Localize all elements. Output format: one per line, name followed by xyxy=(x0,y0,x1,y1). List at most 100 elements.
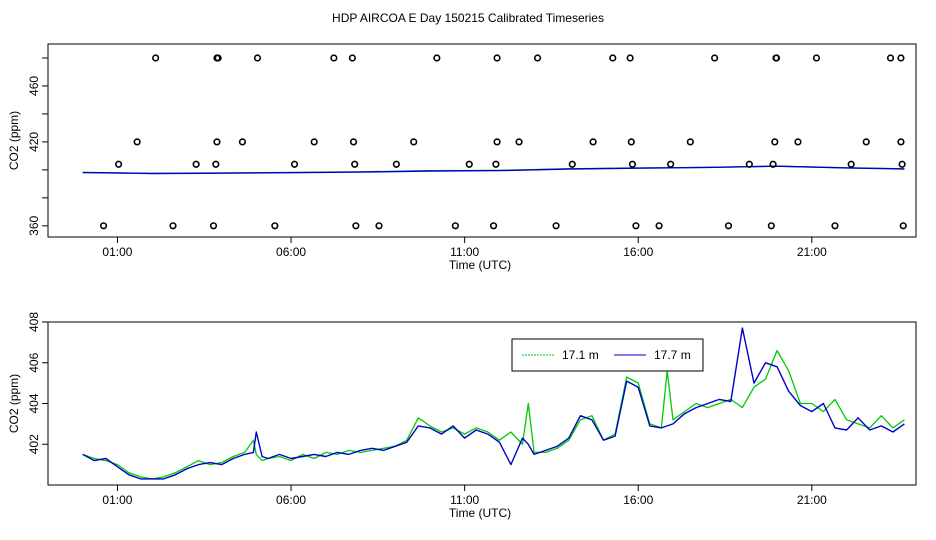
lower-x-axis: 01:00 06:00 11:00 16:00 21:00 xyxy=(102,485,827,507)
upper-x-axis: 01:00 06:00 11:00 16:00 21:00 xyxy=(102,237,827,259)
data-point xyxy=(771,138,779,146)
lower-series-group xyxy=(82,327,905,480)
data-point xyxy=(812,54,821,62)
data-point xyxy=(214,54,222,62)
x-tick-label: 21:00 xyxy=(797,245,827,259)
data-point xyxy=(898,160,906,168)
y-tick-label: 406 xyxy=(27,352,41,372)
data-point xyxy=(169,222,177,230)
data-point xyxy=(392,160,400,168)
data-point xyxy=(253,54,262,62)
data-point xyxy=(271,222,279,230)
data-point xyxy=(724,222,733,230)
data-point xyxy=(152,54,160,62)
data-point xyxy=(114,160,123,168)
series-line-17-1-m xyxy=(82,349,905,480)
data-point xyxy=(667,160,675,168)
data-point xyxy=(769,160,777,168)
data-point xyxy=(330,54,338,62)
data-point xyxy=(515,138,523,146)
data-point xyxy=(568,160,576,168)
legend-entry-17-1m: 17.1 m xyxy=(562,348,599,362)
data-point xyxy=(489,222,498,230)
data-point xyxy=(192,160,200,168)
data-point xyxy=(348,54,356,62)
data-point xyxy=(847,160,855,168)
y-tick-label: 360 xyxy=(27,215,41,235)
upper-y-axis-label: CO2 (ppm) xyxy=(7,111,21,170)
data-point xyxy=(209,222,218,230)
series-line-green xyxy=(82,165,905,175)
series-line-17-7-m xyxy=(82,327,905,480)
y-tick-label: 420 xyxy=(27,132,41,152)
upper-series-group xyxy=(82,165,905,175)
data-point xyxy=(589,138,597,146)
data-point xyxy=(310,138,318,146)
data-point xyxy=(632,222,640,230)
data-point xyxy=(410,138,418,146)
data-point xyxy=(493,54,501,62)
upper-y-axis: 360 420 460 xyxy=(27,57,48,236)
x-tick-label: 06:00 xyxy=(276,245,306,259)
upper-x-axis-label: Time (UTC) xyxy=(449,258,511,272)
data-point xyxy=(897,138,905,146)
data-point xyxy=(862,138,870,146)
data-point xyxy=(451,222,459,230)
upper-panel: 01:00 06:00 11:00 16:00 21:00 360 420 460 Time… xyxy=(7,43,917,272)
data-point xyxy=(686,138,694,146)
upper-plot-frame xyxy=(47,43,917,238)
y-tick-label: 404 xyxy=(27,393,41,413)
data-point xyxy=(627,138,635,146)
data-point xyxy=(655,222,663,230)
y-tick-label: 408 xyxy=(27,312,41,332)
data-point xyxy=(899,222,907,230)
x-tick-label: 16:00 xyxy=(623,493,653,507)
x-tick-label: 16:00 xyxy=(623,245,653,259)
upper-points-group xyxy=(99,54,907,230)
x-tick-label: 06:00 xyxy=(276,493,306,507)
data-point xyxy=(99,222,108,230)
y-tick-label: 460 xyxy=(27,76,41,96)
data-point xyxy=(831,222,839,230)
data-point xyxy=(897,54,905,62)
legend-entry-17-7m: 17.7 m xyxy=(654,348,691,362)
data-point xyxy=(352,222,360,230)
data-point xyxy=(212,160,220,168)
legend: 17.1 m 17.7 m xyxy=(511,338,704,372)
data-point xyxy=(433,54,441,62)
data-point xyxy=(465,160,473,168)
data-point xyxy=(133,138,141,146)
lower-plot-frame xyxy=(47,321,917,486)
chart-title: HDP AIRCOA E Day 150215 Calibrated Times… xyxy=(332,11,604,25)
lower-x-axis-label: Time (UTC) xyxy=(449,506,511,520)
data-point xyxy=(767,222,775,230)
data-point xyxy=(349,138,358,146)
x-tick-label: 01:00 xyxy=(102,245,132,259)
data-point xyxy=(213,138,221,146)
x-tick-label: 11:00 xyxy=(450,493,479,507)
data-point xyxy=(772,54,781,62)
data-point xyxy=(290,160,299,168)
series-line-blue xyxy=(82,165,905,175)
data-point xyxy=(711,54,719,62)
x-tick-label: 11:00 xyxy=(450,245,479,259)
lower-y-axis: 402 404 406 408 xyxy=(27,312,48,454)
y-tick-label: 402 xyxy=(27,434,41,454)
data-point xyxy=(609,54,617,62)
data-point xyxy=(533,54,542,62)
lower-panel: 01:00 06:00 11:00 16:00 21:00 402 404 406 408 T… xyxy=(7,312,917,520)
x-tick-label: 21:00 xyxy=(797,493,827,507)
data-point xyxy=(492,160,500,168)
data-point xyxy=(745,160,753,168)
data-point xyxy=(552,222,560,230)
lower-y-axis-label: CO2 (ppm) xyxy=(7,374,21,433)
data-point xyxy=(794,138,802,146)
data-point xyxy=(886,54,895,62)
data-point xyxy=(375,222,383,230)
data-point xyxy=(351,160,359,168)
data-point xyxy=(493,138,501,146)
x-tick-label: 01:00 xyxy=(102,493,132,507)
data-point xyxy=(626,54,634,62)
data-point xyxy=(238,138,247,146)
